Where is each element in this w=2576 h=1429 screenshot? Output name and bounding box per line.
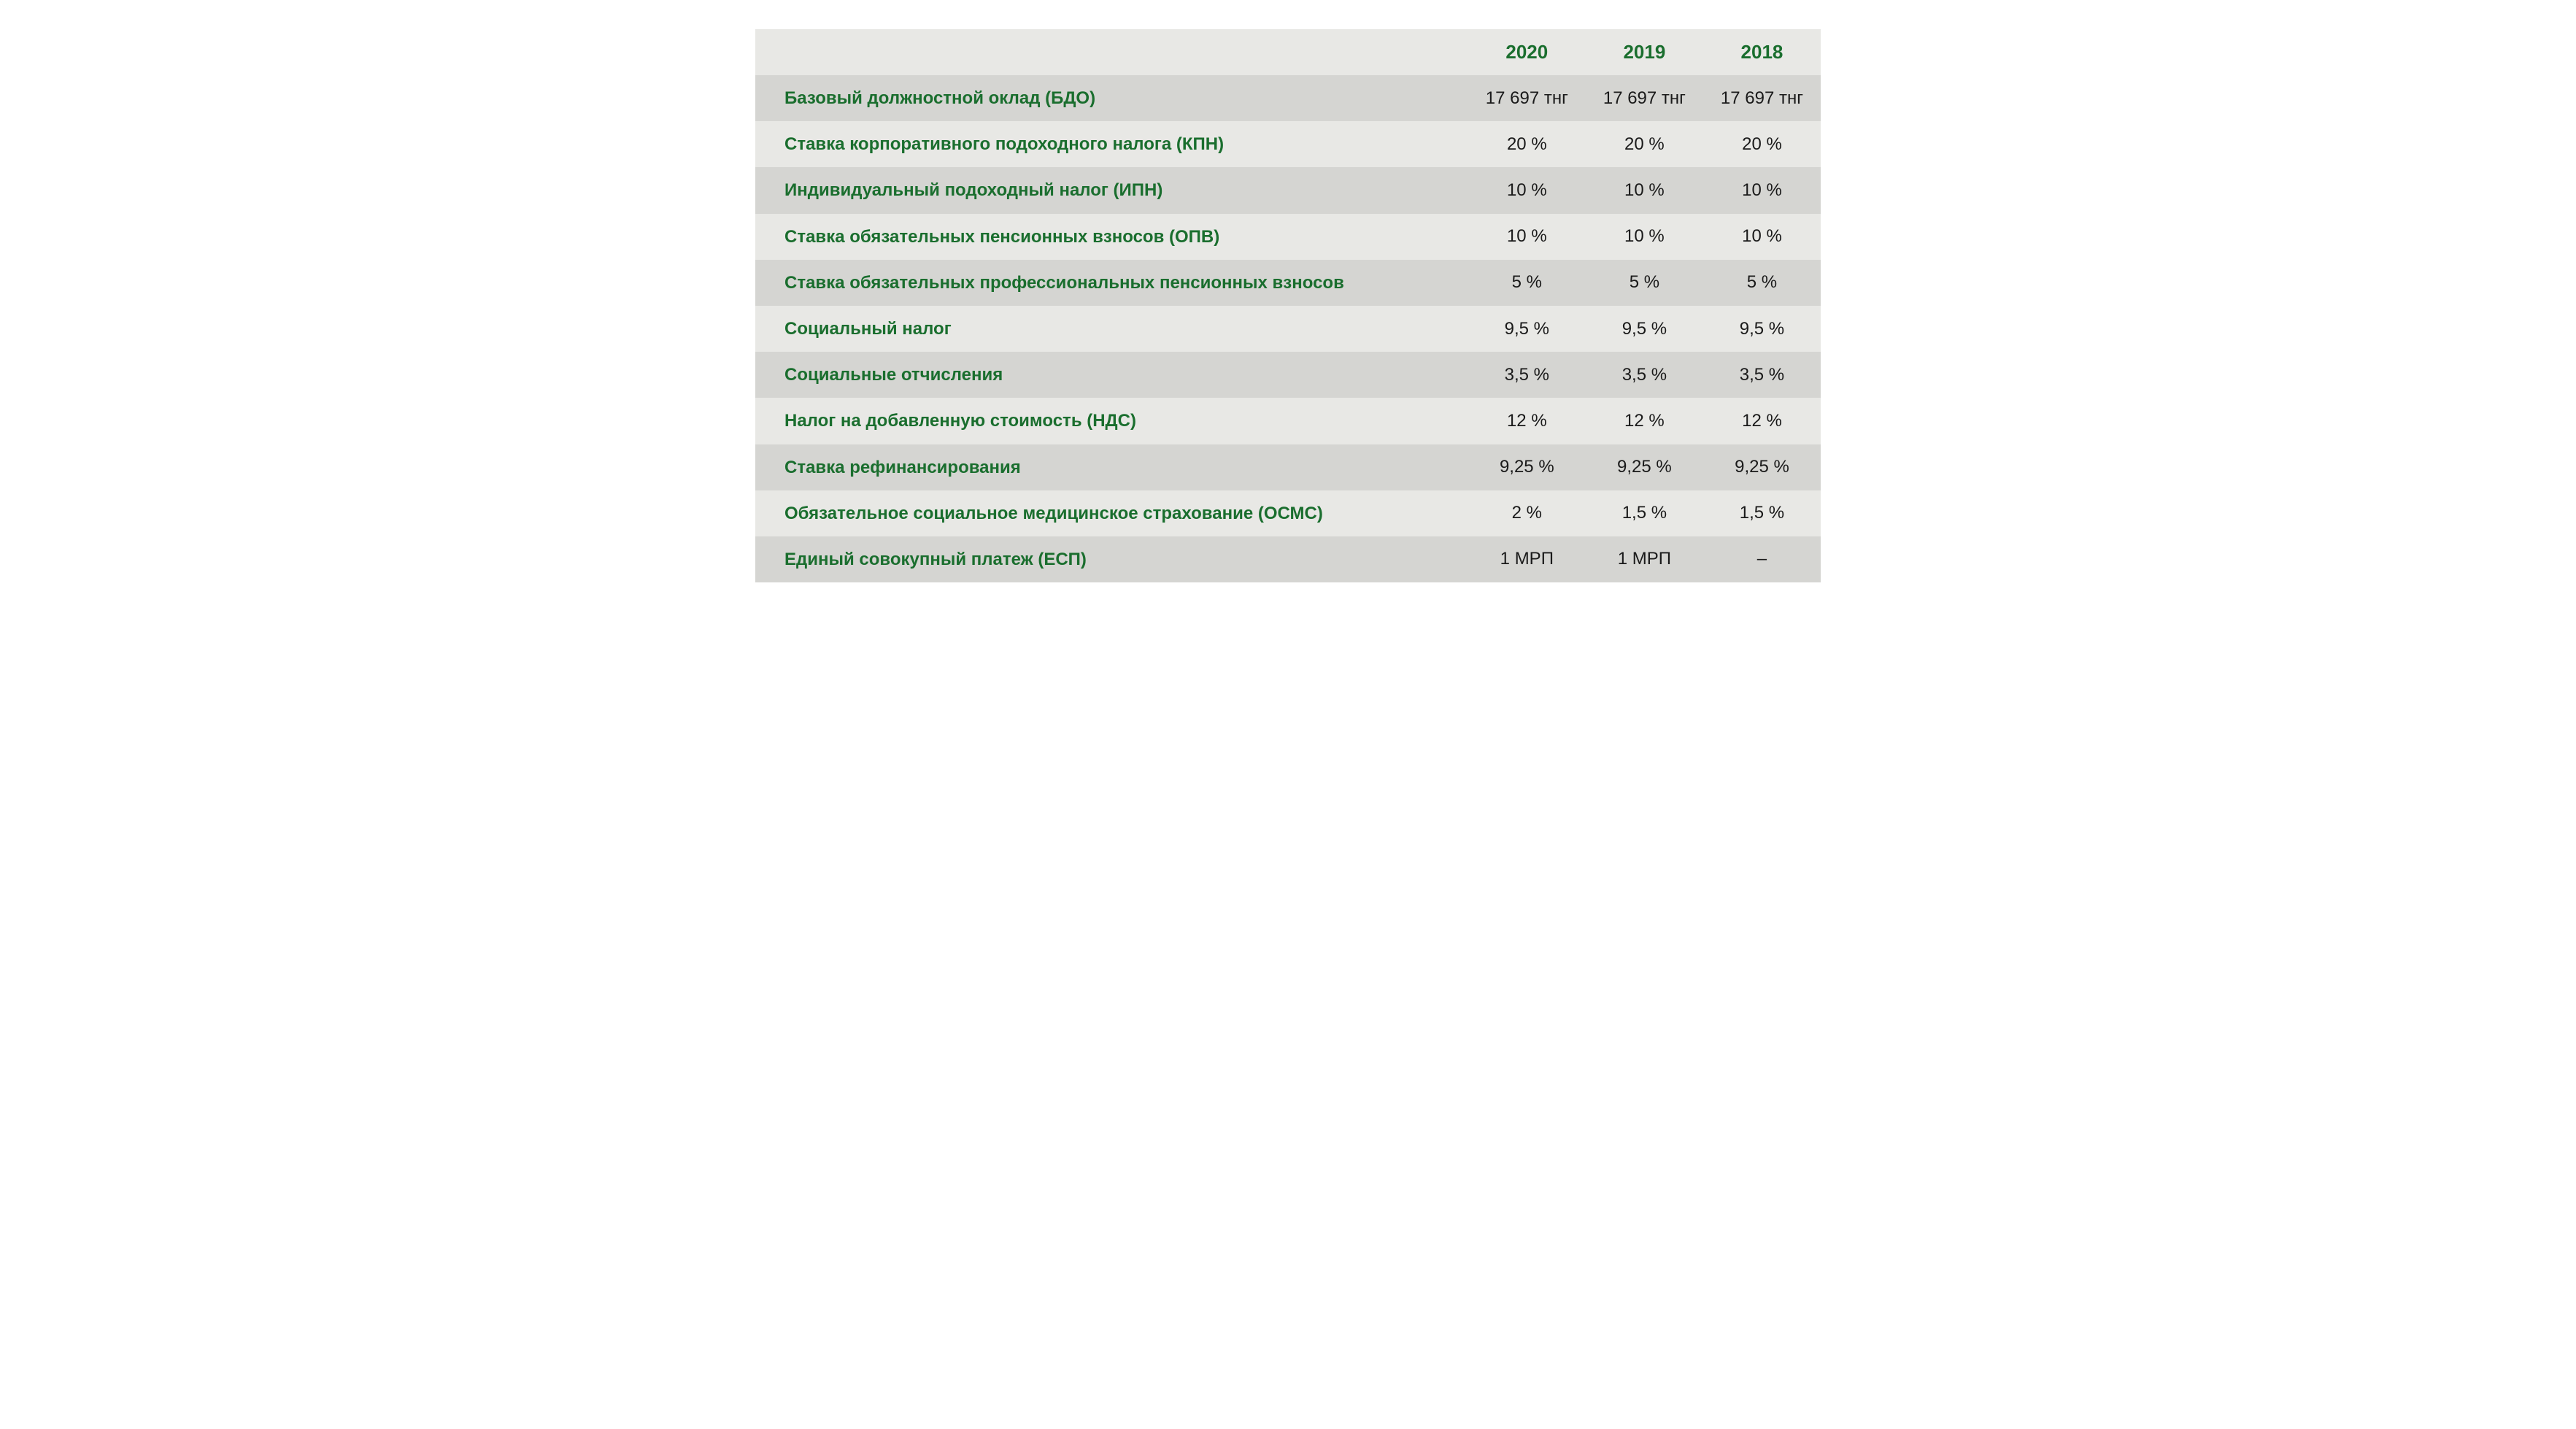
row-value: 10 %: [1703, 167, 1821, 213]
row-value: 9,5 %: [1468, 306, 1586, 352]
tax-rates-table: 2020 2019 2018 Базовый должностной оклад…: [755, 29, 1821, 582]
table-row: Индивидуальный подоходный налог (ИПН) 10…: [755, 167, 1821, 213]
table-header-row: 2020 2019 2018: [755, 29, 1821, 75]
table-row: Ставка обязательных пенсионных взносов (…: [755, 214, 1821, 260]
row-value: 10 %: [1468, 214, 1586, 260]
row-value: 12 %: [1586, 398, 1703, 444]
row-value: 3,5 %: [1468, 352, 1586, 398]
row-value: 10 %: [1586, 214, 1703, 260]
row-label: Ставка обязательных профессиональных пен…: [755, 260, 1468, 306]
row-value: 17 697 тнг: [1703, 75, 1821, 121]
row-value: 9,5 %: [1586, 306, 1703, 352]
table-body: Базовый должностной оклад (БДО) 17 697 т…: [755, 75, 1821, 582]
row-value: 10 %: [1586, 167, 1703, 213]
row-label: Ставка рефинансирования: [755, 444, 1468, 490]
row-label: Базовый должностной оклад (БДО): [755, 75, 1468, 121]
row-value: 2 %: [1468, 490, 1586, 536]
row-label: Индивидуальный подоходный налог (ИПН): [755, 167, 1468, 213]
row-value: 9,25 %: [1468, 444, 1586, 490]
row-label: Ставка корпоративного подоходного налога…: [755, 121, 1468, 167]
table-row: Единый совокупный платеж (ЕСП) 1 МРП 1 М…: [755, 536, 1821, 582]
data-table: 2020 2019 2018 Базовый должностной оклад…: [755, 29, 1821, 582]
row-value: 10 %: [1703, 214, 1821, 260]
row-value: –: [1703, 536, 1821, 582]
row-value: 1,5 %: [1586, 490, 1703, 536]
row-value: 9,25 %: [1586, 444, 1703, 490]
table-row: Обязательное социальное медицинское стра…: [755, 490, 1821, 536]
header-year-2020: 2020: [1468, 29, 1586, 75]
row-value: 9,25 %: [1703, 444, 1821, 490]
table-row: Ставка рефинансирования 9,25 % 9,25 % 9,…: [755, 444, 1821, 490]
row-value: 3,5 %: [1703, 352, 1821, 398]
row-value: 1 МРП: [1468, 536, 1586, 582]
table-row: Социальный налог 9,5 % 9,5 % 9,5 %: [755, 306, 1821, 352]
row-label: Налог на добавленную стоимость (НДС): [755, 398, 1468, 444]
header-year-2019: 2019: [1586, 29, 1703, 75]
row-label: Обязательное социальное медицинское стра…: [755, 490, 1468, 536]
row-value: 17 697 тнг: [1586, 75, 1703, 121]
header-empty: [755, 29, 1468, 75]
row-value: 3,5 %: [1586, 352, 1703, 398]
row-value: 5 %: [1468, 260, 1586, 306]
row-value: 5 %: [1586, 260, 1703, 306]
header-year-2018: 2018: [1703, 29, 1821, 75]
row-value: 17 697 тнг: [1468, 75, 1586, 121]
row-value: 20 %: [1703, 121, 1821, 167]
row-label: Единый совокупный платеж (ЕСП): [755, 536, 1468, 582]
row-label: Ставка обязательных пенсионных взносов (…: [755, 214, 1468, 260]
row-value: 10 %: [1468, 167, 1586, 213]
row-value: 1 МРП: [1586, 536, 1703, 582]
table-row: Ставка обязательных профессиональных пен…: [755, 260, 1821, 306]
row-value: 5 %: [1703, 260, 1821, 306]
row-value: 12 %: [1703, 398, 1821, 444]
row-value: 1,5 %: [1703, 490, 1821, 536]
table-row: Базовый должностной оклад (БДО) 17 697 т…: [755, 75, 1821, 121]
row-value: 20 %: [1468, 121, 1586, 167]
row-label: Социальные отчисления: [755, 352, 1468, 398]
row-label: Социальный налог: [755, 306, 1468, 352]
row-value: 12 %: [1468, 398, 1586, 444]
row-value: 20 %: [1586, 121, 1703, 167]
row-value: 9,5 %: [1703, 306, 1821, 352]
table-row: Ставка корпоративного подоходного налога…: [755, 121, 1821, 167]
table-row: Налог на добавленную стоимость (НДС) 12 …: [755, 398, 1821, 444]
table-row: Социальные отчисления 3,5 % 3,5 % 3,5 %: [755, 352, 1821, 398]
